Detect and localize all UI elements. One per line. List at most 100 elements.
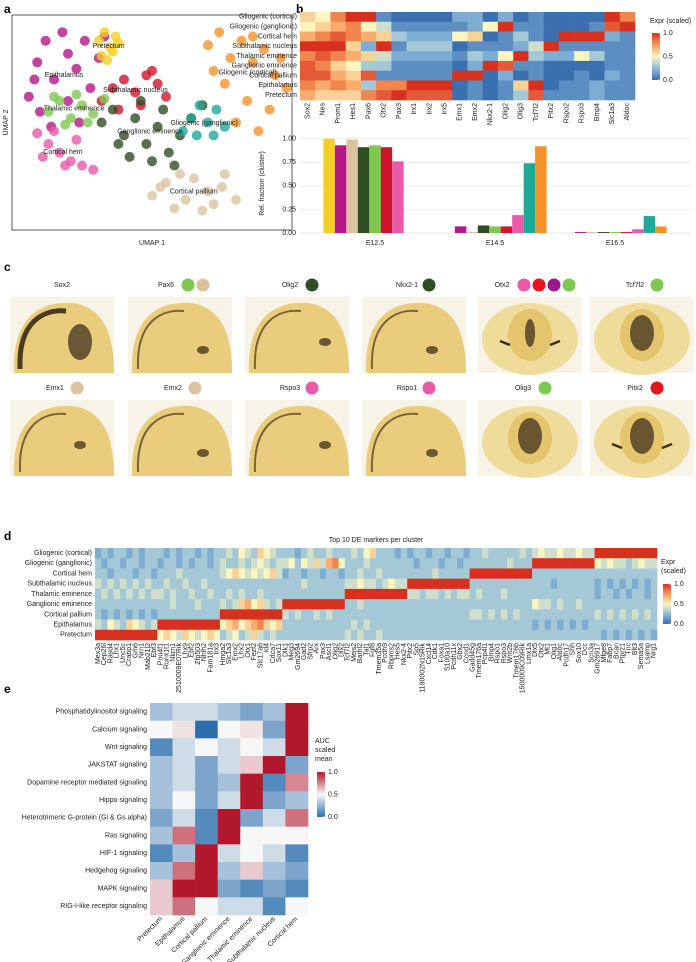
colorbar-tick-label: 1.0	[674, 581, 684, 588]
heatmap-cell	[507, 568, 514, 579]
heatmap-cell	[500, 558, 508, 569]
heatmap-cell	[432, 588, 439, 600]
heatmap-cell	[244, 599, 252, 610]
heatmap-cell	[513, 31, 529, 42]
heatmap-cell	[345, 41, 362, 52]
heatmap-cell	[313, 599, 321, 610]
heatmap-cell	[326, 548, 333, 559]
column-label: Pitx2	[407, 643, 414, 659]
heatmap-cell	[376, 60, 392, 71]
cluster-label: Subthalamic nucleus	[103, 87, 168, 94]
row-label: Thalamic eminence	[31, 591, 92, 598]
heatmap-cell	[588, 568, 595, 579]
heatmap-cell	[432, 578, 439, 590]
heatmap-cell	[319, 558, 327, 569]
heatmap-cell	[257, 619, 264, 631]
heatmap-cell	[276, 558, 283, 569]
heatmap-cell	[262, 897, 286, 916]
heatmap-cell	[345, 51, 362, 62]
heatmap-cell	[543, 90, 560, 101]
heatmap-cell	[269, 599, 277, 610]
heatmap-cell	[217, 773, 241, 792]
point	[85, 83, 96, 94]
heatmap-cell	[497, 51, 514, 62]
heatmap-cell	[619, 70, 636, 81]
heatmap-cell	[619, 609, 627, 620]
heatmap-cell	[391, 31, 407, 42]
heatmap-cell	[482, 80, 499, 91]
heatmap-cell	[569, 599, 577, 610]
heatmap-cell	[391, 90, 407, 101]
heatmap-cell	[144, 548, 152, 559]
point	[107, 83, 118, 94]
heatmap-cell	[363, 548, 371, 559]
heatmap-cell	[388, 619, 396, 631]
heatmap-cell	[217, 809, 241, 827]
heatmap-cell	[437, 60, 453, 71]
heatmap-cell	[300, 31, 316, 42]
heatmap-cell	[482, 568, 489, 579]
heatmap-cell	[288, 568, 296, 579]
heatmap-cell	[619, 588, 627, 600]
heatmap-cell	[574, 21, 590, 32]
heatmap-cell	[285, 703, 309, 721]
heatmap-cell	[575, 588, 583, 600]
point	[152, 121, 163, 132]
heatmap-cell	[213, 609, 221, 620]
heatmap-cell	[251, 599, 258, 610]
heatmap-cell	[201, 578, 208, 590]
heatmap-cell	[360, 21, 377, 32]
heatmap-cell	[319, 578, 327, 590]
heatmap-cell	[625, 578, 633, 590]
heatmap-cell	[569, 578, 577, 590]
heatmap-cell	[557, 558, 564, 569]
heatmap-cell	[575, 548, 583, 559]
heatmap-cell	[157, 578, 164, 590]
ish-image	[590, 297, 694, 375]
heatmap-cell	[107, 609, 115, 620]
heatmap-cell	[307, 568, 314, 579]
heatmap-cell	[457, 629, 464, 641]
heatmap-cell	[217, 844, 241, 863]
heatmap-cell	[482, 558, 489, 569]
heatmap-cell	[238, 619, 246, 631]
heatmap-cell	[482, 31, 499, 42]
legend-title: Expr (scaled)	[650, 18, 691, 25]
heatmap-cell	[172, 862, 196, 880]
heatmap-cell	[244, 578, 252, 590]
heatmap-cell	[632, 558, 639, 569]
heatmap-cell	[388, 599, 396, 610]
heatmap-cell	[550, 548, 558, 559]
heatmap-cell	[619, 599, 627, 610]
cluster-label: Gliogenic (cortical)	[219, 70, 277, 77]
heatmap-cell	[213, 619, 221, 631]
heatmap-cell	[574, 41, 590, 52]
heatmap-cell	[644, 629, 652, 641]
heatmap-cell	[563, 588, 570, 600]
heatmap-cell	[363, 599, 371, 610]
heatmap-cell	[497, 90, 514, 101]
y-tick-label: 0.75	[282, 159, 296, 166]
heatmap-cell	[513, 568, 520, 579]
heatmap-cell	[301, 588, 308, 600]
heatmap-cell	[469, 578, 477, 590]
heatmap-cell	[194, 629, 202, 641]
heatmap-cell	[240, 809, 264, 827]
stain	[370, 412, 419, 473]
heatmap-cell	[444, 578, 452, 590]
point	[203, 186, 213, 197]
column-label: Olig2	[332, 643, 339, 659]
heatmap-cell	[169, 619, 177, 631]
point	[71, 134, 82, 145]
cluster-dot	[650, 381, 664, 395]
heatmap-cell	[413, 609, 421, 620]
heatmap-cell	[307, 629, 314, 641]
heatmap-cell	[251, 558, 258, 569]
heatmap-cell	[285, 897, 309, 916]
heatmap-cell	[457, 578, 464, 590]
heatmap-cell	[513, 21, 529, 32]
heatmap-cell	[194, 558, 202, 569]
heatmap-cell	[513, 558, 520, 569]
heatmap-cell	[107, 619, 115, 631]
